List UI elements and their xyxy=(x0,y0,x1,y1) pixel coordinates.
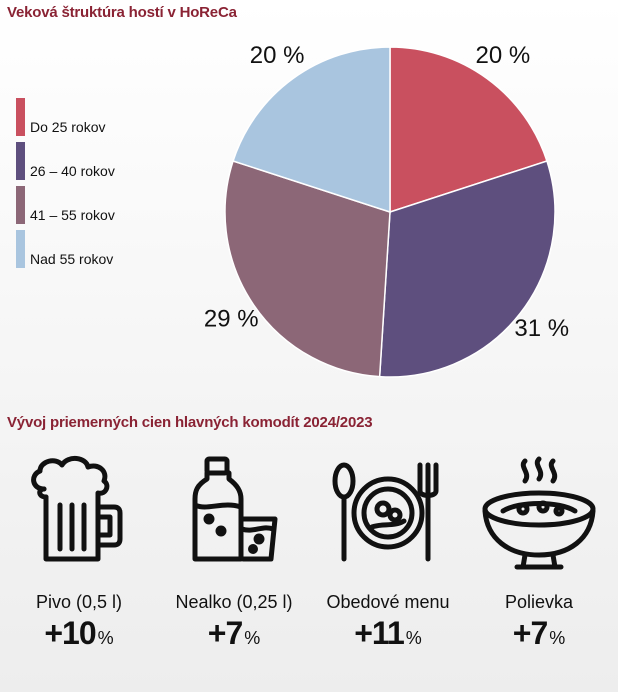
commodity-item: Obedové menu +11% xyxy=(313,455,463,652)
chart-title: Veková štruktúra hostí v HoReCa xyxy=(7,4,237,21)
commodity-change: +10% xyxy=(4,615,154,652)
commodity-change: +7% xyxy=(159,615,309,652)
change-value: +10 xyxy=(44,615,96,651)
soft-drink-icon xyxy=(192,456,278,562)
legend-label: Do 25 rokov xyxy=(30,119,106,135)
legend-swatch xyxy=(16,142,25,180)
slice-value-label: 31 % xyxy=(514,315,569,342)
legend-swatch xyxy=(16,186,25,224)
change-value: +7 xyxy=(512,615,548,651)
pie-slice xyxy=(232,46,391,214)
slice-value-label: 20 % xyxy=(250,42,305,69)
commodity-label: Polievka xyxy=(504,592,574,612)
commodity-label: Obedové menu xyxy=(326,592,450,612)
lunch-menu-icon xyxy=(332,462,439,562)
legend-label: Nad 55 rokov xyxy=(30,251,114,267)
commodity-label: Pivo (0,5 l) xyxy=(35,592,123,612)
commodity-item: Pivo (0,5 l) +10% xyxy=(4,455,154,652)
section-title: Vývoj priemerných cien hlavných komodít … xyxy=(7,414,373,431)
pie-slice xyxy=(378,160,556,378)
legend-swatch xyxy=(16,98,25,136)
commodity-item: Nealko (0,25 l) +7% xyxy=(159,455,309,652)
legend-swatch xyxy=(16,230,25,268)
change-value: +7 xyxy=(207,615,243,651)
pie-slice xyxy=(224,160,391,378)
change-unit: % xyxy=(405,628,422,648)
slice-value-label: 29 % xyxy=(204,305,259,332)
commodity-change: +7% xyxy=(464,615,614,652)
commodity-item: Polievka +7% xyxy=(464,455,614,652)
commodity-change: +11% xyxy=(313,615,463,652)
legend-label: 26 – 40 rokov xyxy=(30,163,115,179)
change-unit: % xyxy=(97,628,114,648)
pie-slice xyxy=(389,46,548,214)
change-unit: % xyxy=(549,628,566,648)
beer-mug-icon xyxy=(31,456,123,562)
change-unit: % xyxy=(244,628,261,648)
legend-label: 41 – 55 rokov xyxy=(30,207,115,223)
slice-value-label: 20 % xyxy=(476,42,531,69)
change-value: +11 xyxy=(354,615,405,651)
soup-bowl-icon xyxy=(482,456,596,570)
commodity-label: Nealko (0,25 l) xyxy=(175,592,293,612)
pie-chart: 20 % 31 % 29 % 20 % xyxy=(204,42,569,378)
